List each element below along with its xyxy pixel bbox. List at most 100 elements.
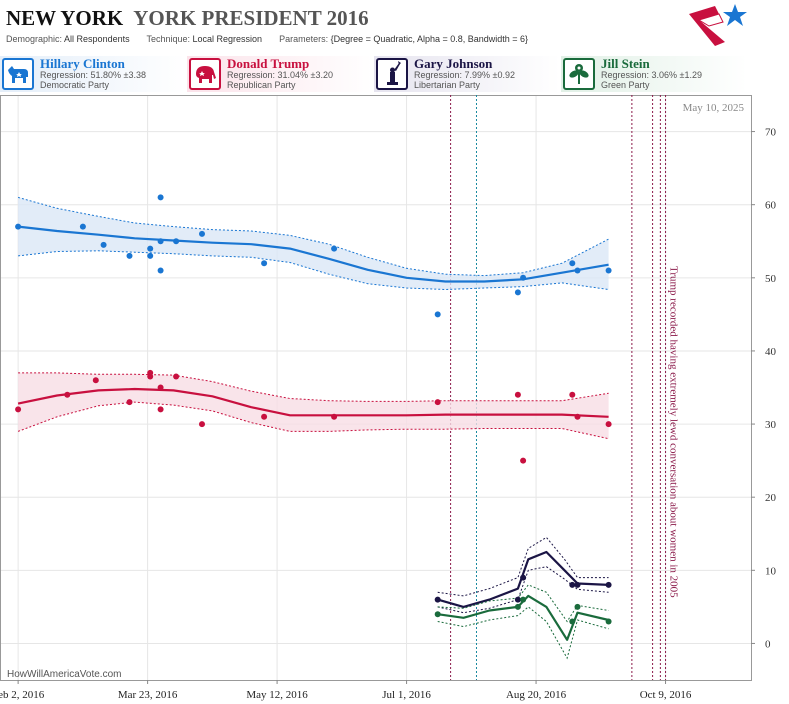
hillary-clinton-poll-point [331, 245, 338, 252]
jill-stein-upper-bound [437, 584, 609, 623]
analysis-parameters: Demographic: All Respondents Technique: … [6, 34, 528, 44]
hillary-clinton-poll-point [520, 274, 527, 281]
plant-icon [563, 58, 595, 90]
x-tick-label: Jul 1, 2016 [382, 689, 431, 701]
candidate-regression: Regression: 7.99% ±0.92 [414, 70, 515, 80]
donald-trump-poll-point [199, 421, 205, 428]
y-tick-label: 0 [765, 638, 771, 650]
liberty-statue-icon [376, 58, 408, 90]
candidate-name: Donald Trump [227, 56, 310, 71]
plot-area [0, 95, 752, 681]
gary-johnson-poll-point [574, 581, 581, 588]
jill-stein-poll-point [434, 611, 441, 618]
watermark: HowWillAmericaVote.com [7, 669, 121, 680]
hillary-clinton-poll-point [434, 311, 441, 318]
x-tick-label: Mar 23, 2016 [118, 689, 178, 701]
candidate-name: Gary Johnson [414, 56, 493, 71]
jill-stein-poll-point [514, 603, 521, 610]
candidate-party: Green Party [601, 80, 650, 90]
hillary-clinton-poll-point [173, 238, 180, 245]
donald-trump-poll-point [15, 406, 22, 413]
gary-johnson-upper-bound [437, 536, 609, 597]
donald-trump-poll-point [157, 406, 164, 413]
donald-trump-poll-point [126, 399, 133, 406]
hillary-clinton-poll-point [261, 260, 268, 267]
parameters-value: {Degree = Quadratic, Alpha = 0.8, Bandwi… [330, 34, 529, 44]
candidate-legend: Hillary Clinton Regression: 51.80% ±3.38… [0, 56, 789, 92]
gary-johnson-regression-line [437, 550, 609, 609]
hillary-clinton-regression-line [17, 225, 609, 283]
hillary-clinton-poll-point [15, 223, 22, 230]
hillary-clinton-poll-point [147, 245, 154, 252]
race-title: YORK PRESIDENT 2016 [133, 6, 369, 30]
date-note: May 10, 2025 [683, 102, 745, 114]
donald-trump-regression-line [17, 387, 609, 418]
demographic-value: All Respondents [64, 34, 130, 44]
y-tick-label: 50 [765, 273, 777, 285]
donkey-icon [2, 58, 34, 90]
donald-trump-poll-point [157, 384, 164, 391]
gary-johnson-poll-point [605, 581, 612, 588]
jill-stein-poll-point [569, 618, 576, 625]
state-name: NEW YORK [6, 6, 124, 30]
candidate-regression: Regression: 51.80% ±3.38 [40, 70, 147, 80]
y-tick-label: 40 [765, 346, 777, 358]
chart-title: NEW YORK YORK PRESIDENT 2016 [6, 6, 369, 31]
hillary-clinton-poll-point [569, 260, 576, 267]
candidate-party: Democratic Party [40, 80, 110, 90]
candidate-name: Hillary Clinton [40, 56, 125, 71]
hillary-clinton-poll-point [514, 289, 521, 296]
donald-trump-poll-point [331, 413, 338, 420]
donald-trump-poll-point [261, 413, 268, 420]
y-tick-label: 30 [765, 419, 777, 431]
y-tick-label: 60 [765, 200, 777, 212]
donald-trump-poll-point [64, 391, 71, 398]
donald-trump-lower-bound [17, 401, 609, 440]
event-annotation: Trump recorded having extremely lewd con… [668, 266, 680, 598]
donald-trump-poll-point [147, 373, 154, 380]
jill-stein-poll-point [605, 618, 612, 625]
candidate-party: Republican Party [227, 80, 296, 90]
gary-johnson-poll-point [514, 596, 521, 603]
gary-johnson-poll-point [520, 574, 527, 581]
candidate-regression: Regression: 3.06% ±1.29 [601, 70, 702, 80]
hillary-clinton-poll-point [157, 194, 164, 201]
donald-trump-poll-point [569, 391, 576, 398]
candidate-johnson: Gary Johnson Regression: 7.99% ±0.92 Lib… [374, 56, 560, 92]
elephant-icon [189, 58, 221, 90]
donald-trump-poll-point [514, 391, 521, 398]
donald-trump-upper-bound [18, 372, 609, 402]
hillary-clinton-confidence-band [18, 197, 609, 290]
jill-stein-poll-point [574, 603, 581, 610]
hillary-clinton-poll-point [605, 267, 612, 274]
donald-trump-poll-point [92, 377, 99, 384]
donald-trump-poll-point [520, 457, 527, 464]
y-tick-label: 10 [765, 565, 777, 577]
candidate-name: Jill Stein [601, 56, 650, 71]
x-tick-label: Aug 20, 2016 [506, 689, 567, 701]
x-tick-label: Oct 9, 2016 [640, 689, 692, 701]
donald-trump-poll-point [605, 421, 612, 428]
demographic-label: Demographic: [6, 34, 63, 44]
y-tick-label: 20 [765, 492, 777, 504]
x-tick-label: May 12, 2016 [246, 689, 308, 701]
hillary-clinton-upper-bound [17, 196, 609, 277]
parameters-label: Parameters: [279, 34, 329, 44]
donald-trump-poll-point [434, 399, 441, 406]
gary-johnson-poll-point [569, 581, 576, 588]
hillary-clinton-poll-point [574, 267, 581, 274]
jill-stein-poll-point [520, 596, 527, 603]
technique-value: Local Regression [192, 34, 263, 44]
candidate-clinton: Hillary Clinton Regression: 51.80% ±3.38… [0, 56, 186, 92]
donald-trump-poll-point [173, 373, 180, 380]
hillary-clinton-poll-point [126, 252, 133, 259]
donald-trump-poll-point [574, 413, 581, 420]
hillary-clinton-lower-bound [18, 250, 609, 291]
candidate-trump: Donald Trump Regression: 31.04% ±3.20 Re… [187, 56, 373, 92]
hillary-clinton-poll-point [157, 238, 164, 245]
candidate-regression: Regression: 31.04% ±3.20 [227, 70, 334, 80]
hillary-clinton-poll-point [100, 241, 107, 248]
site-logo-icon [689, 4, 747, 46]
hillary-clinton-poll-point [79, 223, 86, 230]
